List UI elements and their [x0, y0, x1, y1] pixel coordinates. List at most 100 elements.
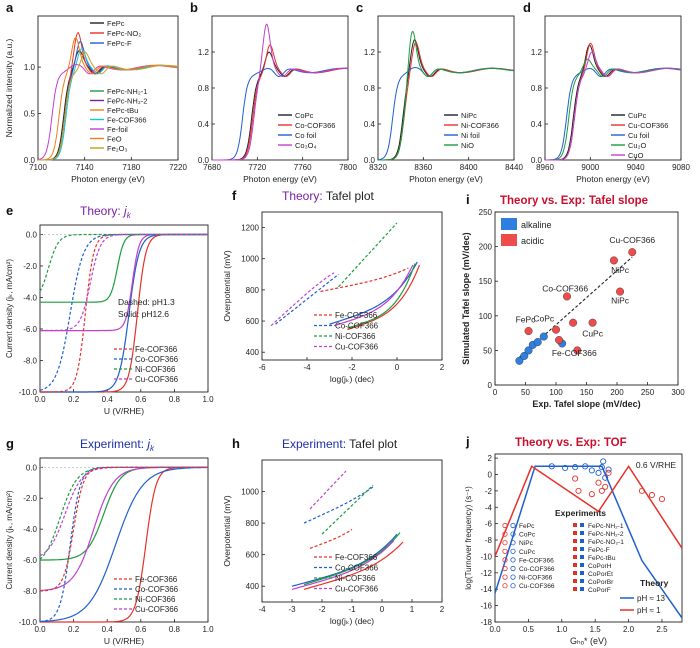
marker-blue-filled: [580, 531, 584, 535]
y-tick-label: 0.0: [531, 156, 543, 165]
marker-red-filled: [573, 587, 577, 591]
scatter-point-alkaline: [562, 464, 569, 471]
x-tick-label: 0.2: [68, 625, 80, 634]
y-tick-label: -4.0: [23, 525, 37, 534]
x-tick-label: 0.0: [34, 625, 46, 634]
tafel-curve: [347, 264, 421, 331]
plot-frame: [211, 15, 349, 161]
legend-label: CoPorBr: [588, 579, 614, 586]
point-label: CoPc: [533, 313, 555, 323]
legend-label: CoPorF: [588, 587, 611, 594]
x-tick-label: -3: [288, 605, 296, 614]
legend-label: Co₃O₄: [295, 141, 317, 150]
marker-blue: [510, 574, 516, 580]
scatter-point: [515, 356, 524, 365]
point-label: NiPc: [611, 265, 630, 275]
x-axis-label: Gₕₒ* (eV): [570, 636, 607, 646]
x-tick-label: -4: [303, 363, 311, 372]
xanes-series-NiPc: [378, 38, 515, 161]
y-tick-label: 0: [488, 470, 493, 479]
y-axis-label: Current density (jₖ, mA/cm²): [5, 490, 14, 589]
legend-label: pH ≈ 1: [637, 606, 661, 615]
x-axis-label: Photon energy (eV): [71, 174, 145, 184]
x-tick-label: 0.0: [34, 395, 46, 404]
xanes-panel-d: 8960 9000 9040 9080 0.0 0.4 0.8 1.2 Photon energ…: [531, 15, 690, 184]
x-tick-label: 200: [610, 388, 624, 397]
title-text: Experiment:: [80, 437, 147, 451]
y-tick-label: 1200: [241, 224, 259, 233]
scatter-point-alkaline: [582, 463, 589, 470]
plot-frame: [39, 224, 209, 393]
panel-title: Theory: jk: [80, 204, 132, 220]
legend-label: Ni-COF366: [519, 575, 553, 582]
x-tick-label: 50: [521, 388, 530, 397]
y-axis-label: Simulated Tafel slope (mV/dec): [461, 232, 471, 364]
legend-label: FePc-NH₂-2: [107, 97, 147, 106]
point-label: FePc: [516, 315, 537, 325]
x-axis-label: U (V/RHE): [104, 406, 144, 416]
legend-label: FePc-NO₂-1: [588, 539, 624, 546]
y-tick-label: 250: [479, 208, 493, 217]
j-curve: [40, 233, 208, 303]
y-tick-label: 2: [488, 454, 493, 463]
marker-red-filled: [573, 547, 577, 551]
y-tick-label: 600: [246, 317, 260, 326]
scatter-point-alkaline: [548, 463, 555, 470]
note-solid: Solid: pH12.6: [118, 309, 169, 319]
legend-label: FeO: [107, 135, 122, 144]
y-tick-label: 1.2: [364, 48, 376, 57]
tafel-curve: [309, 470, 347, 510]
x-tick-label: 8960: [536, 163, 554, 172]
y-tick-label: -18: [480, 618, 492, 627]
legend-label: Cu-COF366: [335, 343, 379, 352]
panel-letter-a: a: [6, 0, 14, 15]
legend-label: Ni-COF366: [335, 332, 376, 341]
legend-label: Ni-COF366: [335, 574, 376, 583]
scatter-point-acidic: [648, 491, 655, 499]
legend-label: Fe-COF366: [135, 575, 178, 584]
legend-label: CoPorEt: [588, 571, 613, 578]
panel-letter-b: b: [190, 0, 198, 15]
legend-label: FePc-NH₂-1: [107, 87, 147, 96]
tafel-curve: [291, 540, 395, 590]
plot-frame: [377, 15, 515, 161]
tafel-curve: [275, 273, 339, 325]
legend-label: Ni-COF366: [135, 365, 176, 374]
scatter-point: [562, 292, 571, 301]
legend-label: CuPc: [519, 549, 536, 556]
legend-label: Cu-COF366: [628, 121, 668, 130]
y-tick-label: 0.0: [26, 230, 38, 239]
legend-label: Co-COF366: [135, 355, 179, 364]
y-tick-label: 0.8: [531, 84, 543, 93]
y-tick-label: -6.0: [23, 325, 37, 334]
scatter-point-alkaline: [572, 464, 579, 471]
x-tick-label: 8320: [369, 163, 387, 172]
scatter-point: [555, 336, 564, 345]
marker-blue-filled: [580, 563, 584, 567]
tafel-panel-h: -4 -3 -2 -1 0 1 2 400 600 800 1000 log(jₖ) (dec) Ove…: [222, 437, 445, 626]
scatter-point-acidic: [595, 479, 602, 486]
marker-red-filled: [573, 555, 577, 559]
y-tick-label: 0.4: [531, 120, 543, 129]
xanes-series-CuO: [545, 51, 682, 161]
marker-red: [502, 574, 508, 580]
scatter-point: [533, 338, 542, 347]
x-tick-label: -2: [318, 605, 326, 614]
tafel-curve: [333, 264, 414, 327]
scatter-point: [569, 318, 578, 327]
legend-label: Fe-foil: [107, 125, 128, 134]
y-tick-label: -12: [480, 569, 492, 578]
panel-title: Experiment: Tafel plot: [282, 437, 398, 451]
point-label: Fe-COF366: [552, 348, 597, 358]
x-tick-label: -4: [258, 605, 266, 614]
tafel-panel-f: -6 -4 -2 0 2 400 600 800 1000 1200 log(jₖ) (dec) Ov…: [222, 189, 445, 384]
marker-red: [502, 557, 508, 563]
xanes-series-NiO: [378, 30, 515, 161]
y-tick-label: 0.4: [198, 120, 210, 129]
marker-red-filled: [573, 563, 577, 567]
scatter-point-alkaline: [598, 464, 605, 471]
scatter-point: [573, 346, 582, 355]
j-curve: [40, 466, 209, 622]
legend-label: Cu₂O: [628, 141, 646, 150]
scatter-point-alkaline: [602, 474, 609, 481]
